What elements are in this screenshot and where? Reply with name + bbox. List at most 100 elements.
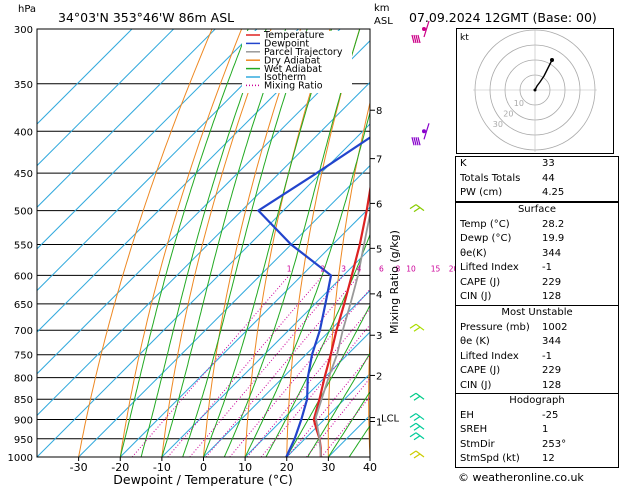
hodograph-ring-label: 20 <box>503 110 513 119</box>
dry-adiabat-line <box>203 29 302 457</box>
row-label: CIN (J) <box>460 291 492 302</box>
hodograph-ring-label: 10 <box>514 99 524 108</box>
most-unstable-title: Most Unstable <box>501 307 573 318</box>
x-tick-label: 0 <box>200 461 207 474</box>
hodograph-ring-label: 30 <box>493 120 503 129</box>
pressure-tick-label: 350 <box>14 80 33 91</box>
row-value: 33 <box>542 158 555 169</box>
dry-adiabat-line <box>244 29 331 457</box>
mixing-ratio-label: 2 <box>320 264 325 273</box>
legend-entry: Dewpoint <box>264 39 309 50</box>
dry-adiabat-line <box>620 29 629 457</box>
table-row: Totals Totals 44 <box>456 172 618 187</box>
table-row: CIN (J) 128 <box>456 290 618 305</box>
series-dewpoint-line <box>256 136 370 457</box>
hodograph-kt-label: kt <box>460 33 469 43</box>
pressure-tick-label: 700 <box>14 326 33 337</box>
series-parcel-trajectory-line <box>314 210 370 457</box>
row-label: PW (cm) <box>460 187 503 198</box>
wind-barb <box>409 204 425 213</box>
row-label: Temp (°C) <box>460 218 510 230</box>
dry-adiabat-line <box>408 29 448 457</box>
row-label: Lifted Index <box>460 262 519 273</box>
mixing-ratio-line <box>167 275 324 457</box>
wet-adiabat-line <box>286 304 370 457</box>
surface-table: Surface Temp (°C) 28.2 Dewp (°C) 19.9 θe(K) 3… <box>455 202 619 306</box>
row-value: 253° <box>542 438 567 450</box>
mixing-ratio-label: 3 <box>341 264 346 273</box>
mixing-ratio-label: 15 <box>431 264 441 273</box>
pressure-tick-label: 850 <box>14 395 33 406</box>
x-axis-label: Dewpoint / Temperature (°C) <box>113 472 292 486</box>
wind-barb <box>411 123 430 146</box>
legend-entry: Dry Adiabat <box>264 55 321 66</box>
table-row: PW (cm) 4.25 <box>456 186 618 201</box>
row-value: 128 <box>542 379 562 391</box>
row-label: SREH <box>460 424 488 435</box>
table-row: StmDir 253° <box>456 438 618 453</box>
isotherm-line <box>286 373 370 457</box>
wet-adiabat-line <box>203 29 332 457</box>
row-value: 1002 <box>542 321 568 333</box>
mixing-ratio-label: 8 <box>396 264 401 273</box>
isotherm-line <box>37 29 174 167</box>
dry-adiabat-line <box>368 330 370 457</box>
footer-credit: © weatheronline.co.uk <box>458 471 584 484</box>
table-row: CIN (J) 128 <box>456 379 618 394</box>
x-tick-label: 20 <box>280 461 294 474</box>
legend-entry: Parcel Trajectory <box>264 47 343 58</box>
km-tick-label: 3 <box>376 331 382 342</box>
table-row: Lifted Index -1 <box>456 261 618 276</box>
wind-barb <box>411 20 430 44</box>
table-row: CAPE (J) 229 <box>456 364 618 379</box>
table-row: Temp (°C) 28.2 <box>456 218 618 233</box>
row-label: Lifted Index <box>460 350 519 362</box>
km-tick-label: 8 <box>376 106 382 117</box>
table-row: CAPE (J) 229 <box>456 276 618 291</box>
row-label: Pressure (mb) <box>460 321 530 333</box>
row-label: K <box>460 158 467 169</box>
km-tick-label: 4 <box>376 290 382 301</box>
wet-adiabat-line <box>327 390 370 457</box>
row-value: 19.9 <box>542 233 565 244</box>
lcl-label: LCL <box>381 414 400 425</box>
legend-entry: Temperature <box>263 30 324 41</box>
row-label: Totals Totals <box>460 172 521 184</box>
row-label: CIN (J) <box>460 379 492 391</box>
dry-adiabat-line <box>78 29 213 457</box>
mixing-ratio-label: 6 <box>379 264 384 273</box>
table-row: EH -25 <box>456 409 618 424</box>
pressure-tick-label: 650 <box>14 300 33 311</box>
table-row: Dewp (°C) 19.9 <box>456 232 618 247</box>
km-tick-label: 5 <box>376 244 382 255</box>
km-tick-label: 2 <box>376 371 382 382</box>
hodograph-start-point <box>533 88 537 92</box>
asl-label: ASL <box>374 16 393 27</box>
km-tick-label: 1 <box>376 418 382 429</box>
pressure-tick-label: 950 <box>14 435 33 446</box>
isotherm-line <box>119 206 370 457</box>
mixing-ratio-label: 1 <box>287 264 292 273</box>
wet-adiabat-line <box>307 352 370 457</box>
dry-adiabat-line <box>327 100 370 457</box>
mixing-ratio-line <box>246 308 370 457</box>
row-value: -1 <box>542 350 552 362</box>
km-label: km <box>374 3 390 14</box>
km-tick-label: 7 <box>376 155 382 166</box>
row-value: 28.2 <box>542 218 565 230</box>
x-tick-label: 10 <box>238 461 252 474</box>
isotherm-line <box>37 29 341 333</box>
wind-barb <box>409 323 425 332</box>
pressure-tick-label: 450 <box>14 169 33 180</box>
isotherm-line <box>37 29 299 292</box>
row-value: 229 <box>542 365 562 376</box>
isotherm-line <box>244 331 370 457</box>
row-label: Dewp (°C) <box>460 233 512 244</box>
mixing-ratio-axis-label: Mixing Ratio (g/kg) <box>388 230 401 334</box>
hodograph-end-point <box>550 58 554 62</box>
table-row: θe(K) 344 <box>456 247 618 262</box>
table-row: θe (K) 344 <box>456 335 618 350</box>
legend-box <box>242 31 352 93</box>
